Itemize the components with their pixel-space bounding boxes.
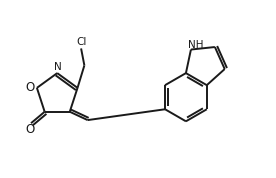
- Text: O: O: [25, 81, 35, 94]
- Text: O: O: [26, 123, 35, 136]
- Text: NH: NH: [188, 40, 204, 50]
- Text: Cl: Cl: [76, 37, 86, 47]
- Text: N: N: [54, 62, 62, 72]
